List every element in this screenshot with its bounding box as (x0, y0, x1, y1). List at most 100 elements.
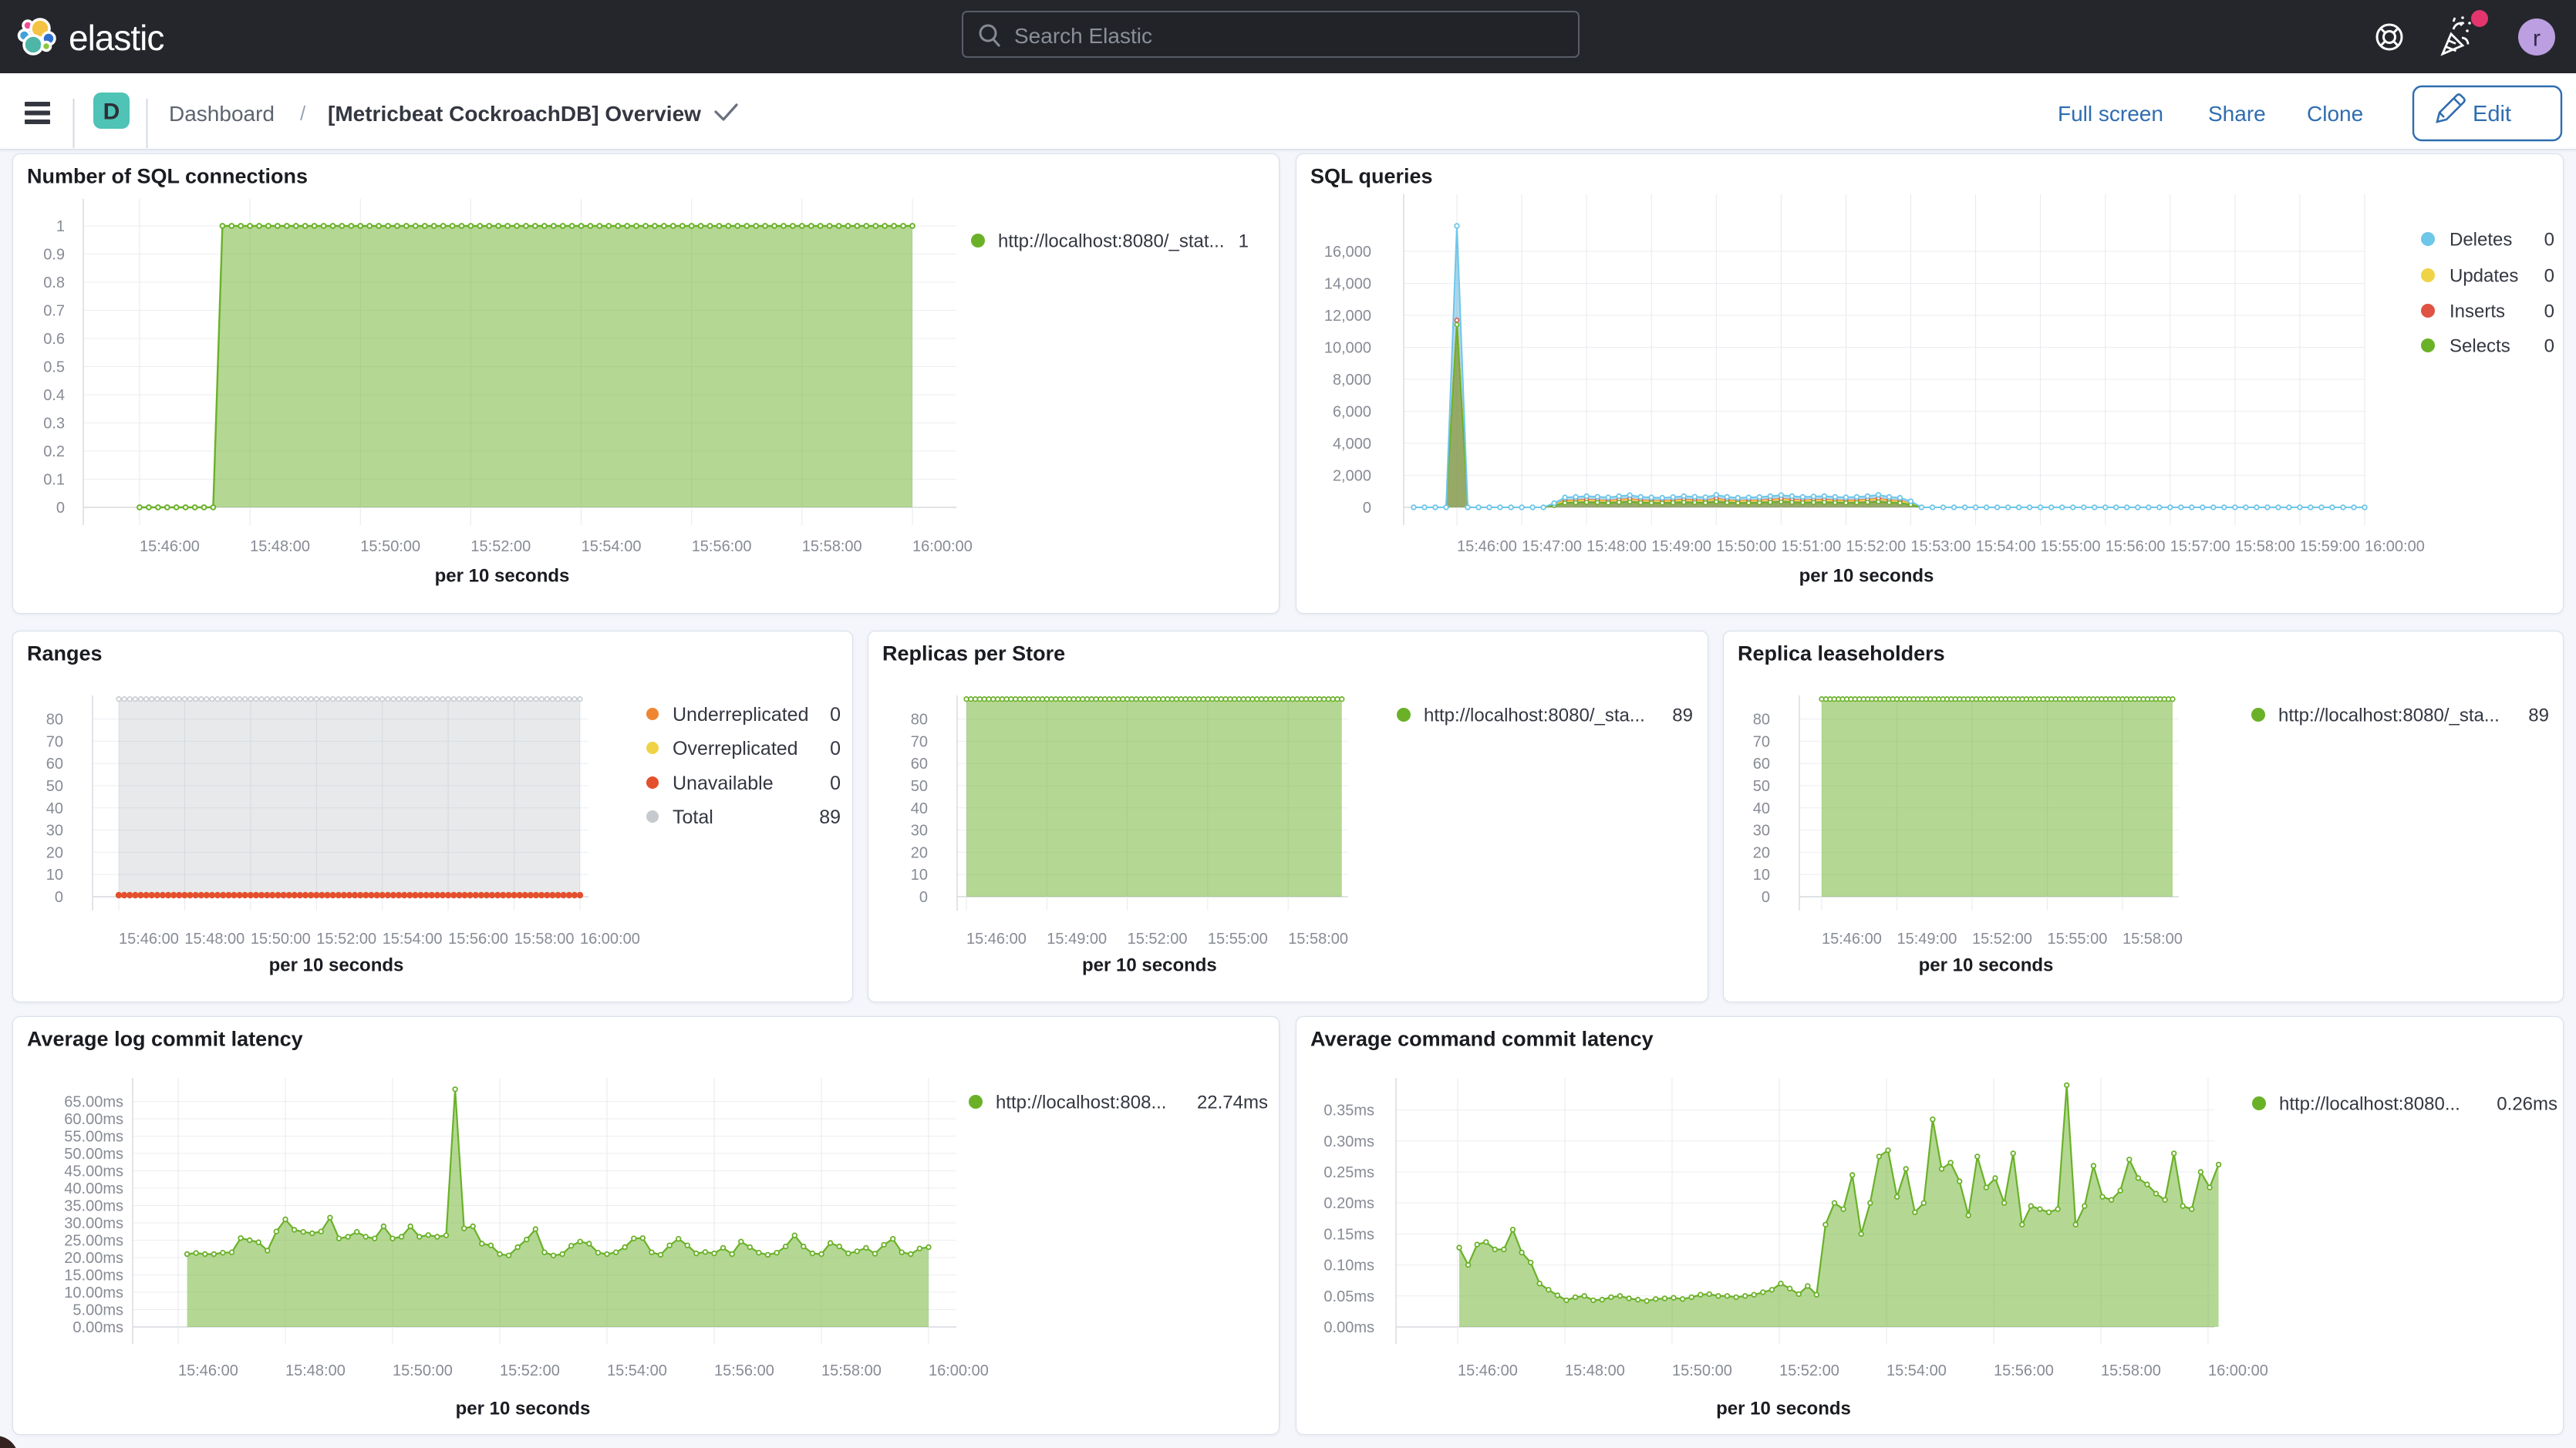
svg-text:15:58:00: 15:58:00 (2235, 538, 2295, 555)
svg-text:8,000: 8,000 (1333, 372, 1371, 389)
svg-text:15:58:00: 15:58:00 (514, 931, 575, 948)
svg-text:10: 10 (911, 867, 928, 884)
svg-text:40: 40 (46, 800, 63, 817)
svg-text:Total: Total (673, 807, 713, 828)
svg-text:Unavailable: Unavailable (673, 773, 774, 794)
svg-text:15:54:00: 15:54:00 (1976, 538, 2036, 555)
svg-text:Ranges: Ranges (27, 641, 103, 665)
svg-text:15:55:00: 15:55:00 (2048, 931, 2108, 948)
svg-text:15:56:00: 15:56:00 (1994, 1362, 2054, 1379)
svg-text:Deletes: Deletes (2450, 229, 2512, 250)
svg-text:30: 30 (46, 823, 63, 840)
svg-text:Inserts: Inserts (2450, 301, 2505, 322)
svg-text:10,000: 10,000 (1324, 340, 1371, 357)
svg-text:http://localhost:808...: http://localhost:808... (996, 1092, 1166, 1113)
svg-text:4,000: 4,000 (1333, 436, 1371, 453)
svg-text:0.15ms: 0.15ms (1323, 1226, 1374, 1243)
svg-text:30.00ms: 30.00ms (64, 1215, 123, 1232)
svg-text:15:54:00: 15:54:00 (582, 538, 642, 555)
svg-text:15:46:00: 15:46:00 (178, 1362, 238, 1379)
svg-text:89: 89 (1672, 705, 1693, 726)
svg-text:0: 0 (830, 738, 841, 759)
svg-text:15:46:00: 15:46:00 (1458, 1362, 1518, 1379)
svg-text:1: 1 (1239, 231, 1249, 251)
svg-text:15:48:00: 15:48:00 (184, 931, 244, 948)
svg-text:70: 70 (911, 733, 928, 750)
svg-text:15:46:00: 15:46:00 (1457, 538, 1517, 555)
svg-text:50.00ms: 50.00ms (64, 1146, 123, 1163)
svg-text:15:52:00: 15:52:00 (1128, 931, 1188, 948)
svg-text:14,000: 14,000 (1324, 276, 1371, 293)
svg-text:0.8: 0.8 (43, 274, 65, 291)
svg-text:10: 10 (46, 867, 63, 884)
svg-text:10.00ms: 10.00ms (64, 1285, 123, 1302)
svg-text:0.05ms: 0.05ms (1323, 1288, 1374, 1305)
svg-text:15:52:00: 15:52:00 (500, 1362, 560, 1379)
svg-text:25.00ms: 25.00ms (64, 1233, 123, 1250)
svg-text:0: 0 (2544, 301, 2554, 322)
svg-text:40.00ms: 40.00ms (64, 1180, 123, 1197)
svg-text:16:00:00: 16:00:00 (2365, 538, 2425, 555)
svg-text:45.00ms: 45.00ms (64, 1163, 123, 1180)
svg-text:Share: Share (2208, 102, 2266, 126)
svg-text:40: 40 (911, 800, 928, 817)
svg-text:http://localhost:8080...: http://localhost:8080... (2279, 1093, 2460, 1114)
svg-text:22.74ms: 22.74ms (1197, 1092, 1268, 1113)
svg-text:2,000: 2,000 (1333, 468, 1371, 485)
svg-text:/: / (300, 102, 306, 125)
svg-text:15:50:00: 15:50:00 (1672, 1362, 1732, 1379)
svg-text:89: 89 (819, 807, 841, 828)
svg-text:0: 0 (1762, 889, 1770, 906)
svg-text:0.3: 0.3 (43, 416, 65, 433)
svg-text:15:54:00: 15:54:00 (607, 1362, 667, 1379)
svg-text:50: 50 (46, 778, 63, 795)
svg-text:per 10 seconds: per 10 seconds (1919, 955, 2054, 975)
svg-text:0.6: 0.6 (43, 331, 65, 348)
svg-text:http://localhost:8080/_sta...: http://localhost:8080/_sta... (1424, 705, 1645, 726)
svg-text:15:52:00: 15:52:00 (1846, 538, 1906, 555)
svg-text:0: 0 (2544, 265, 2554, 286)
svg-text:65.00ms: 65.00ms (64, 1094, 123, 1111)
svg-text:per 10 seconds: per 10 seconds (1082, 955, 1217, 975)
svg-text:Selects: Selects (2450, 335, 2510, 356)
svg-text:55.00ms: 55.00ms (64, 1129, 123, 1146)
svg-text:15:49:00: 15:49:00 (1897, 931, 1957, 948)
svg-text:30: 30 (911, 823, 928, 840)
svg-text:Average command commit latency: Average command commit latency (1310, 1027, 1654, 1050)
svg-text:0: 0 (830, 704, 841, 726)
svg-text:15:49:00: 15:49:00 (1047, 931, 1107, 948)
svg-text:0.26ms: 0.26ms (2497, 1093, 2557, 1114)
svg-text:0.2: 0.2 (43, 443, 65, 460)
svg-text:15:56:00: 15:56:00 (448, 931, 508, 948)
svg-text:15:56:00: 15:56:00 (692, 538, 752, 555)
svg-text:0.30ms: 0.30ms (1323, 1133, 1374, 1150)
svg-text:Dashboard: Dashboard (169, 102, 275, 126)
svg-text:0: 0 (55, 889, 63, 906)
svg-text:15:48:00: 15:48:00 (250, 538, 310, 555)
svg-text:20: 20 (46, 844, 63, 861)
svg-text:16,000: 16,000 (1324, 244, 1371, 261)
svg-text:30: 30 (1753, 823, 1770, 840)
svg-text:16:00:00: 16:00:00 (580, 931, 640, 948)
svg-text:10: 10 (1753, 867, 1770, 884)
svg-text:0: 0 (2544, 335, 2554, 356)
svg-text:80: 80 (911, 712, 928, 729)
svg-text:60: 60 (46, 756, 63, 773)
svg-text:per 10 seconds: per 10 seconds (456, 1398, 591, 1419)
svg-text:Updates: Updates (2450, 265, 2518, 286)
svg-text:80: 80 (46, 712, 63, 729)
svg-text:0.5: 0.5 (43, 359, 65, 376)
svg-text:15:48:00: 15:48:00 (285, 1362, 346, 1379)
svg-text:per 10 seconds: per 10 seconds (1799, 565, 1934, 586)
svg-text:15:46:00: 15:46:00 (1822, 931, 1882, 948)
svg-text:Clone: Clone (2307, 102, 2363, 126)
svg-text:15:58:00: 15:58:00 (802, 538, 862, 555)
svg-text:6,000: 6,000 (1333, 404, 1371, 421)
svg-text:http://localhost:8080/_sta...: http://localhost:8080/_sta... (2278, 705, 2500, 726)
svg-text:5.00ms: 5.00ms (72, 1302, 123, 1319)
svg-text:15:52:00: 15:52:00 (1779, 1362, 1839, 1379)
svg-text:15:54:00: 15:54:00 (1886, 1362, 1947, 1379)
svg-text:0.9: 0.9 (43, 247, 65, 264)
svg-text:15:46:00: 15:46:00 (119, 931, 179, 948)
svg-text:35.00ms: 35.00ms (64, 1198, 123, 1215)
